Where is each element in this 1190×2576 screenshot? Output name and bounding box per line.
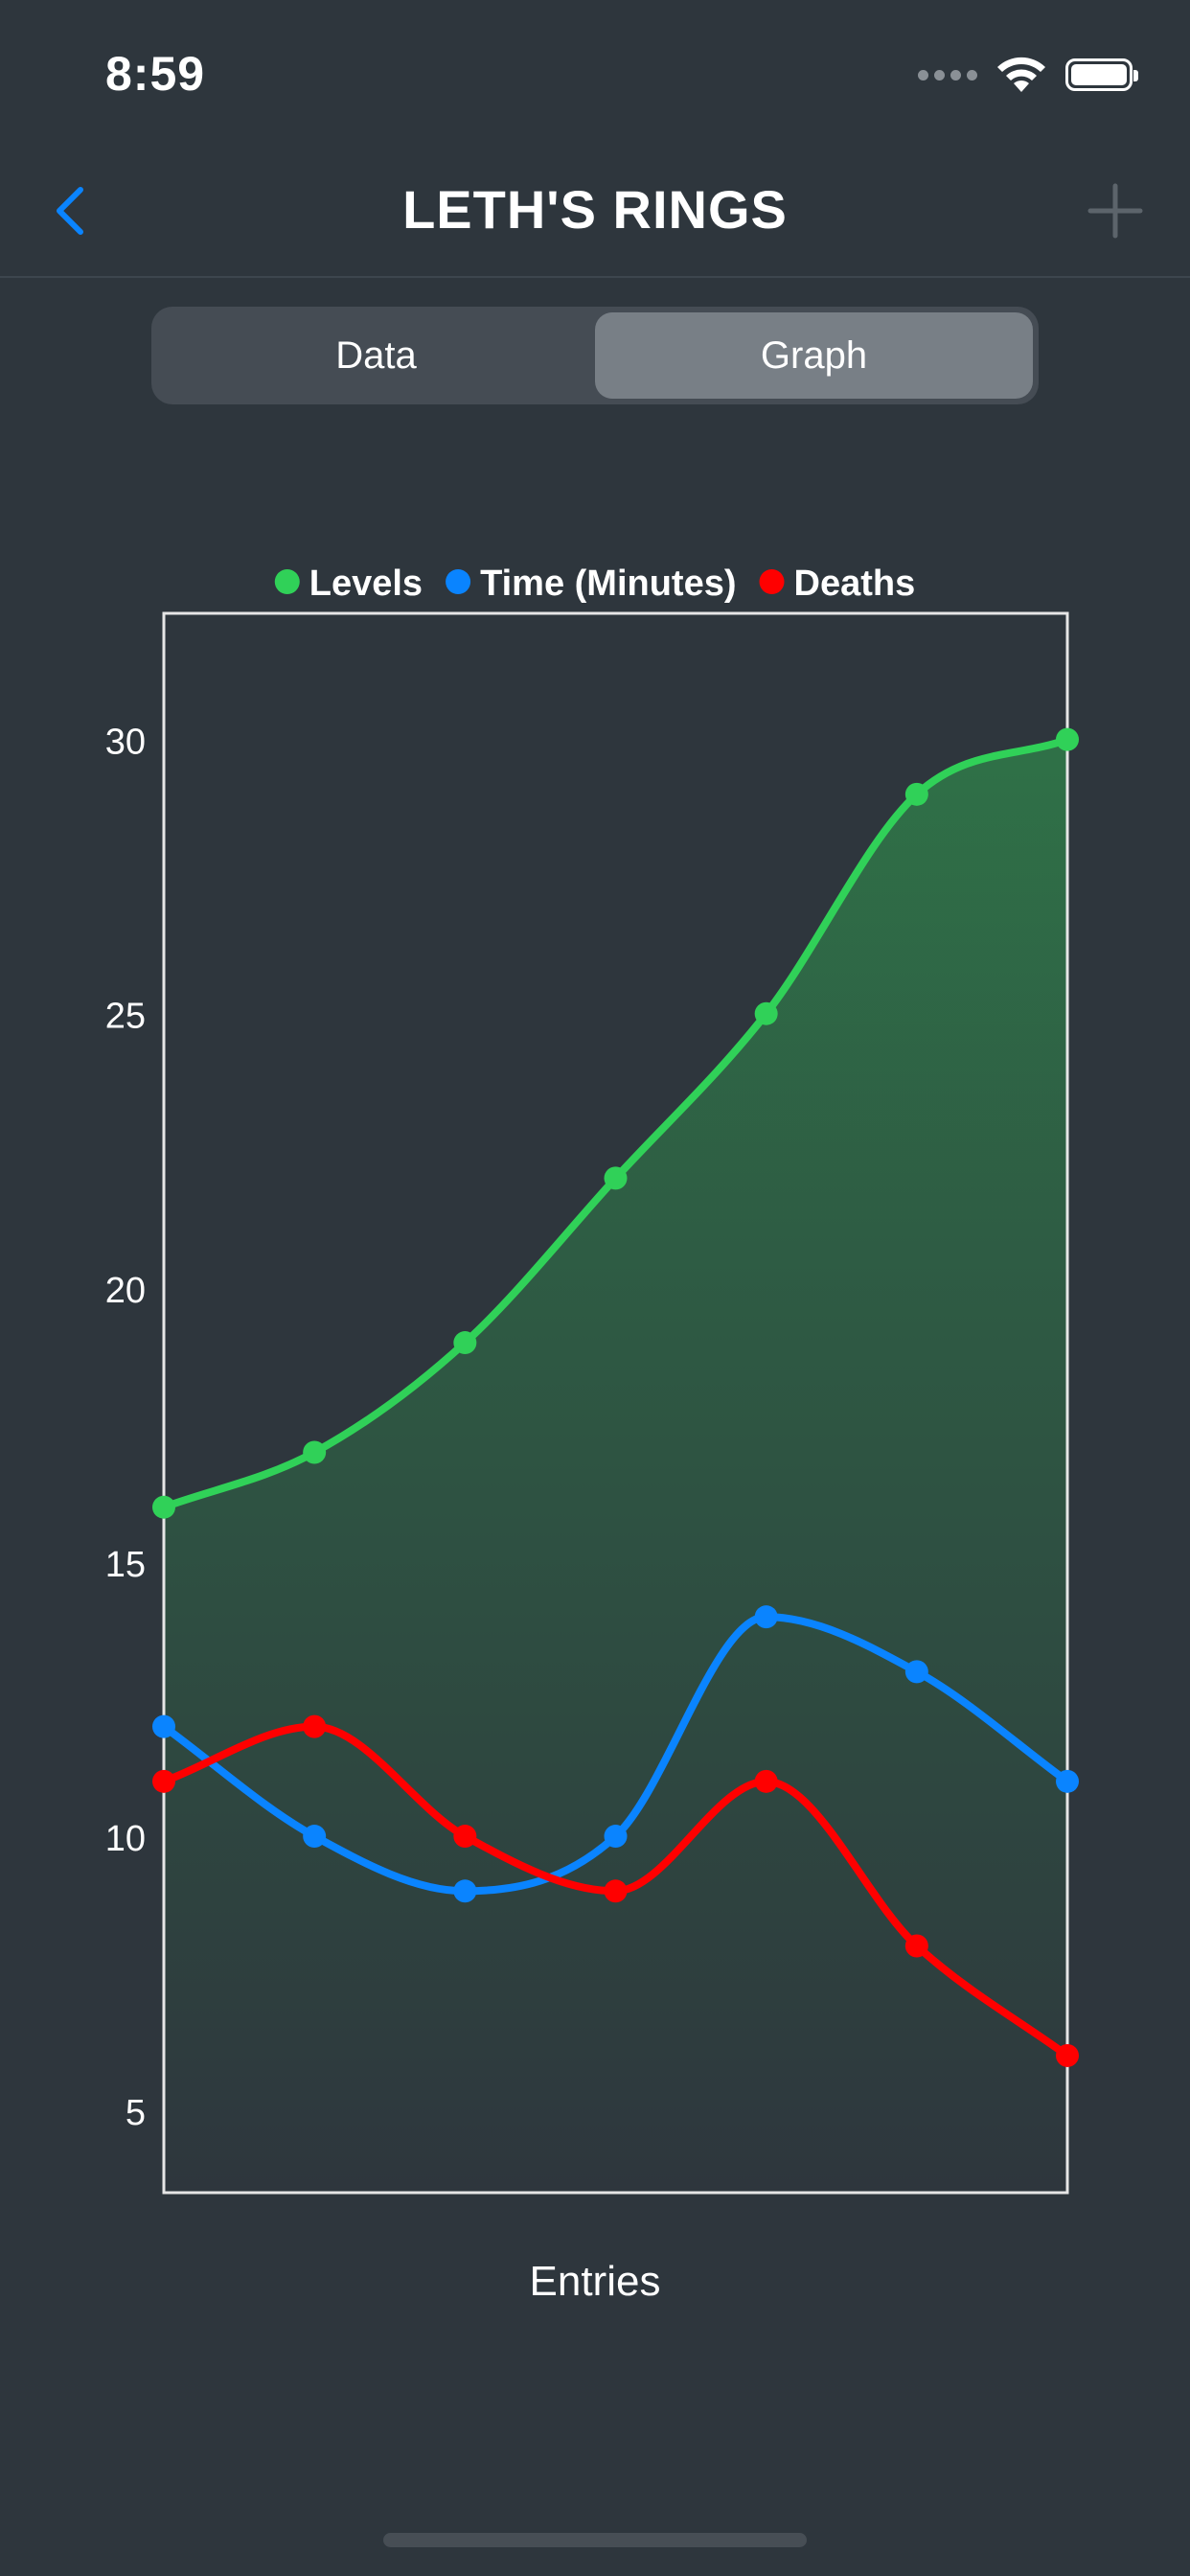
legend-label: Time (Minutes): [480, 564, 736, 604]
data-point-levels: [453, 1331, 477, 1355]
line-chart: Levels Time (Minutes) Deaths 5 10 15 20 25 30 E…: [0, 537, 1190, 2338]
data-point-time-minutes: [904, 1660, 928, 1684]
home-indicator[interactable]: [383, 2533, 807, 2547]
legend-swatch: [759, 569, 785, 594]
y-tick-label: 30: [105, 723, 146, 763]
status-icons: [918, 56, 1138, 94]
legend-item-levels: Levels: [274, 564, 423, 604]
data-point-deaths: [453, 1825, 477, 1849]
segment-data[interactable]: Data: [335, 334, 417, 377]
plus-icon: [1087, 183, 1143, 239]
cellular-signal-icon: [918, 69, 977, 80]
chart-svg: Levels Time (Minutes) Deaths 5 10 15 20 25 30 E…: [105, 564, 1079, 2305]
data-point-time-minutes: [453, 1879, 477, 1903]
plot-frame: [162, 611, 1069, 2195]
data-point-deaths: [604, 1879, 628, 1903]
y-tick-label: 10: [105, 1819, 146, 1859]
data-point-levels: [904, 782, 928, 806]
x-axis-label: Entries: [530, 2258, 661, 2305]
navigation-bar: LETH'S RINGS: [0, 144, 1190, 278]
page-title: LETH'S RINGS: [402, 179, 788, 240]
legend-label: Deaths: [794, 564, 916, 604]
back-button[interactable]: [38, 172, 115, 249]
legend-item-deaths: Deaths: [759, 564, 916, 604]
legend-item-time-minutes: Time (Minutes): [446, 564, 737, 604]
legend-swatch: [446, 569, 471, 594]
battery-icon: [1065, 58, 1138, 91]
data-point-time-minutes: [604, 1825, 628, 1849]
data-point-deaths: [1056, 2043, 1079, 2067]
data-point-time-minutes: [754, 1605, 778, 1629]
data-point-levels: [152, 1495, 175, 1519]
y-tick-label: 20: [105, 1271, 146, 1311]
series-area-levels: [164, 739, 1067, 2193]
y-tick-label: 25: [105, 997, 146, 1037]
legend-label: Levels: [309, 564, 423, 604]
data-point-deaths: [904, 1934, 928, 1958]
chevron-left-icon: [57, 187, 83, 235]
data-point-levels: [303, 1440, 327, 1464]
view-segmented-control: Data Graph: [151, 307, 1039, 404]
data-point-time-minutes: [303, 1825, 327, 1849]
wifi-icon: [997, 57, 1045, 92]
status-bar: 8:59: [0, 0, 1190, 144]
data-point-levels: [604, 1166, 628, 1190]
data-point-deaths: [152, 1769, 175, 1793]
y-tick-label: 5: [126, 2093, 146, 2133]
data-point-levels: [1056, 727, 1079, 751]
data-point-deaths: [303, 1714, 327, 1738]
legend-swatch: [274, 569, 300, 594]
segment-graph[interactable]: Graph: [595, 312, 1033, 399]
y-axis: 5 10 15 20 25 30: [105, 723, 146, 2134]
status-time: 8:59: [105, 47, 206, 101]
add-button[interactable]: [1077, 172, 1154, 249]
data-point-time-minutes: [1056, 1769, 1079, 1793]
data-point-time-minutes: [152, 1714, 175, 1738]
data-point-levels: [754, 1001, 778, 1025]
y-tick-label: 15: [105, 1545, 146, 1585]
chart-legend: Levels Time (Minutes) Deaths: [274, 564, 916, 604]
data-point-deaths: [754, 1769, 778, 1793]
